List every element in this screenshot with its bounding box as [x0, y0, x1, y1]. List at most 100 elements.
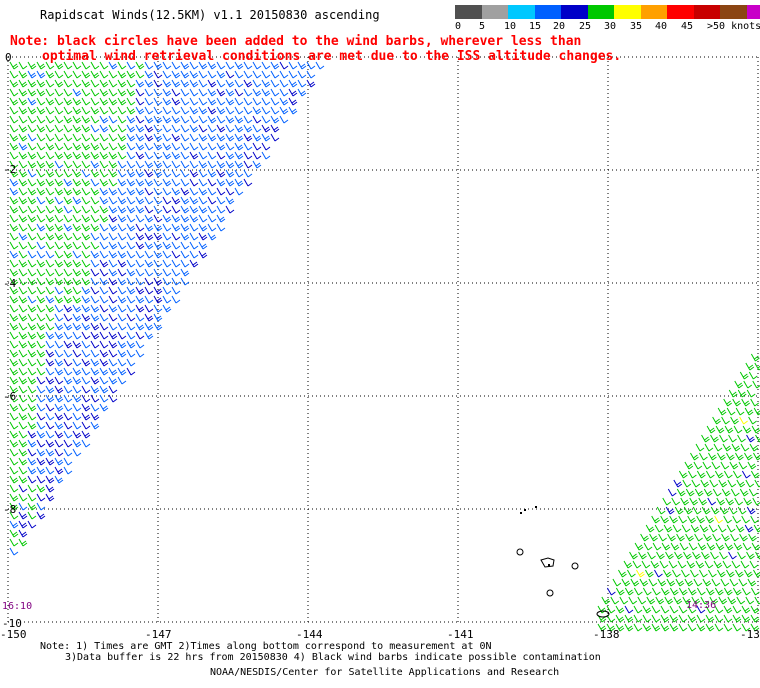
wind-barb — [9, 187, 19, 196]
wind-barb — [144, 277, 154, 286]
wind-barb — [144, 142, 154, 151]
wind-barb — [712, 416, 721, 425]
wind-barb — [63, 268, 73, 277]
wind-barb — [9, 115, 19, 124]
wind-barb — [679, 542, 689, 551]
colorbar-tick-label: 0 — [455, 21, 462, 32]
note-line-1: Note: black circles have been added to t… — [10, 34, 582, 49]
wind-barb — [54, 97, 64, 106]
wind-barb — [144, 79, 154, 88]
wind-barb — [306, 79, 316, 88]
wind-barb — [90, 115, 100, 124]
wind-barb — [180, 115, 190, 124]
wind-barb — [45, 196, 55, 205]
wind-barb — [676, 488, 686, 497]
wind-barb — [722, 560, 732, 569]
wind-barb — [198, 106, 208, 115]
wind-barb — [243, 97, 253, 106]
wind-barb — [687, 470, 697, 479]
wind-barb — [135, 106, 145, 115]
wind-barb — [649, 533, 658, 542]
wind-barb — [18, 133, 28, 142]
wind-barb — [748, 488, 758, 497]
wind-barb — [198, 70, 208, 79]
wind-barb — [72, 250, 82, 259]
wind-barb — [54, 250, 64, 259]
wind-barb — [90, 241, 100, 250]
wind-barb — [706, 542, 716, 551]
wind-barb — [36, 151, 46, 160]
wind-barb — [27, 142, 37, 151]
wind-barb — [216, 160, 226, 169]
wind-barb — [90, 421, 100, 430]
wind-barb — [117, 187, 127, 196]
wind-barb — [288, 106, 298, 115]
wind-barb — [153, 88, 163, 97]
wind-barb — [117, 349, 127, 358]
wind-barb — [72, 286, 82, 295]
wind-barb — [691, 596, 701, 605]
wind-barb — [735, 452, 744, 461]
wind-barb — [18, 538, 28, 547]
wind-barb — [45, 142, 55, 151]
wind-barb — [90, 88, 100, 97]
wind-barb — [261, 61, 271, 70]
wind-barb — [207, 214, 217, 223]
wind-barb — [135, 268, 145, 277]
wind-barb — [18, 448, 28, 457]
wind-barb — [144, 214, 154, 223]
wind-barb — [9, 484, 19, 493]
island-outline — [546, 589, 554, 597]
wind-barb — [180, 88, 190, 97]
wind-barb — [710, 434, 719, 443]
wind-barb — [54, 187, 64, 196]
wind-barb — [99, 259, 109, 268]
wind-barb — [126, 295, 136, 304]
wind-barb — [189, 97, 199, 106]
wind-barb — [99, 385, 109, 394]
wind-barb — [682, 596, 692, 605]
wind-barb — [727, 479, 737, 488]
wind-barb — [252, 115, 262, 124]
wind-barb — [45, 214, 55, 223]
wind-barb — [144, 106, 154, 115]
wind-barb — [752, 497, 760, 506]
wind-barb — [45, 412, 55, 421]
wind-barb — [207, 133, 217, 142]
wind-barb — [243, 61, 253, 70]
wind-barb — [189, 106, 199, 115]
wind-barb — [9, 466, 19, 475]
wind-barb — [270, 106, 280, 115]
wind-barb — [18, 520, 28, 529]
lon-label-138: -138 — [593, 628, 620, 641]
wind-barb — [225, 88, 235, 97]
wind-barb — [153, 160, 163, 169]
wind-barb — [126, 313, 136, 322]
wind-barb — [99, 241, 109, 250]
wind-barb — [686, 560, 696, 569]
wind-barb — [153, 304, 163, 313]
wind-barb — [198, 232, 208, 241]
wind-barb — [714, 515, 723, 524]
wind-barb — [726, 569, 735, 578]
wind-barb — [144, 124, 154, 133]
wind-barb — [750, 398, 759, 407]
wind-barb — [72, 358, 82, 367]
wind-barb — [81, 367, 91, 376]
wind-barb — [18, 457, 28, 466]
wind-barb — [675, 578, 685, 587]
wind-barb — [738, 578, 748, 587]
wind-barb — [36, 79, 46, 88]
wind-barb — [712, 488, 722, 497]
wind-barb — [81, 277, 91, 286]
wind-barb — [162, 223, 172, 232]
wind-barb — [27, 223, 37, 232]
wind-barb — [18, 358, 28, 367]
wind-barb — [225, 70, 235, 79]
wind-barb — [153, 268, 163, 277]
wind-barb — [45, 313, 55, 322]
wind-barb — [99, 88, 109, 97]
wind-barb — [27, 475, 37, 484]
wind-barb — [81, 151, 91, 160]
wind-barb — [738, 461, 748, 470]
